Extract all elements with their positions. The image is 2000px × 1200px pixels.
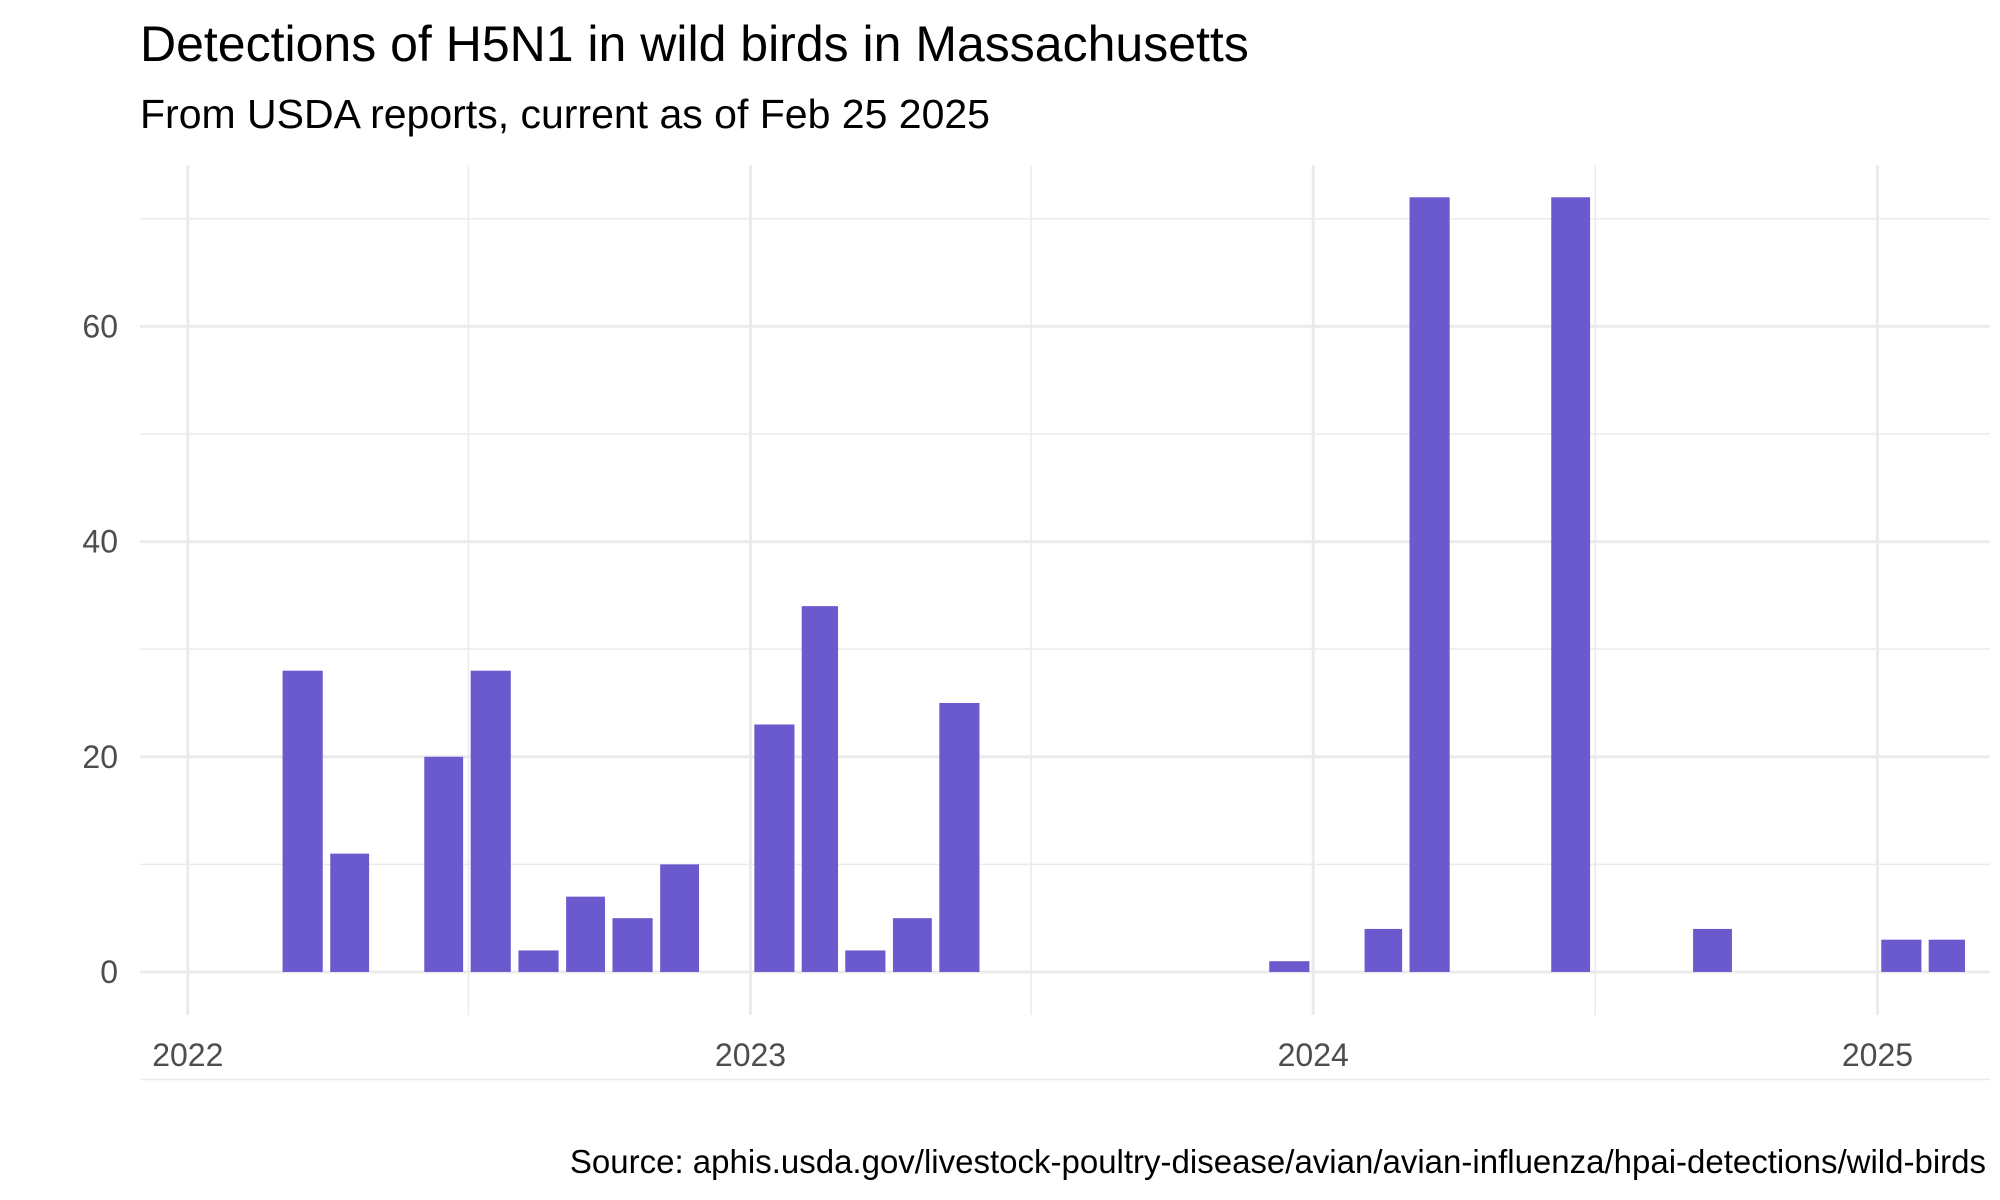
bars (282, 197, 1965, 972)
y-tick-label: 40 (82, 524, 118, 560)
grid-minor (140, 165, 1990, 1081)
bar-2022-04 (330, 853, 370, 972)
bar-2023-12 (1269, 961, 1310, 972)
bar-2024-06 (1551, 197, 1591, 972)
x-tick-label: 2022 (152, 1037, 223, 1073)
y-tick-label: 20 (82, 739, 118, 775)
x-tick-label: 2023 (715, 1037, 786, 1073)
bar-2024-09 (1693, 928, 1732, 972)
bar-2022-10 (612, 918, 653, 972)
bar-2025-02 (1928, 939, 1965, 972)
bar-2022-07 (470, 670, 511, 972)
bar-2024-02 (1364, 928, 1403, 972)
chart-source-caption: Source: aphis.usda.gov/livestock-poultry… (569, 1143, 1986, 1180)
bar-2025-01 (1881, 939, 1922, 972)
bar-2022-08 (518, 950, 559, 972)
chart-subtitle: From USDA reports, current as of Feb 25 … (140, 91, 990, 137)
x-tick-label: 2024 (1278, 1037, 1349, 1073)
bar-2022-03 (282, 670, 323, 972)
x-axis-ticks: 2022 2023 2024 2025 (152, 1037, 1913, 1073)
grid-major (140, 165, 1990, 1015)
bar-2024-03 (1409, 197, 1450, 972)
bar-2023-05 (939, 702, 980, 972)
chart-title: Detections of H5N1 in wild birds in Mass… (140, 16, 1249, 72)
y-tick-label: 0 (100, 954, 118, 990)
bar-2023-04 (892, 918, 932, 972)
bar-2023-01 (754, 724, 795, 972)
bar-2023-02 (801, 606, 839, 972)
bar-2022-09 (566, 896, 605, 972)
x-tick-label: 2025 (1842, 1037, 1913, 1073)
bar-2022-11 (660, 864, 700, 972)
y-axis-ticks: 0 20 40 60 (82, 308, 118, 990)
bar-2023-03 (845, 950, 886, 972)
y-tick-label: 60 (82, 308, 118, 344)
bar-2022-06 (424, 756, 464, 972)
